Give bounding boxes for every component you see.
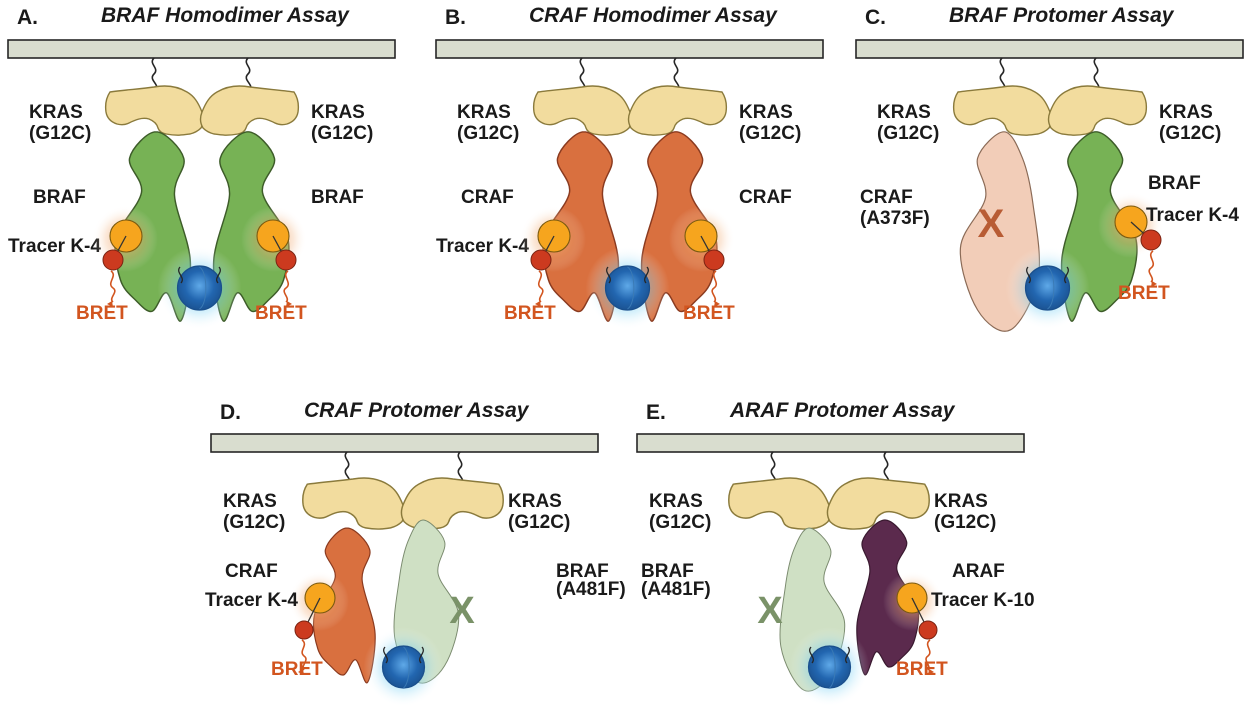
svg-text:(A373F): (A373F) (860, 208, 930, 229)
svg-text:ARAF: ARAF (952, 561, 1005, 582)
svg-text:(G12C): (G12C) (739, 123, 801, 144)
svg-text:(G12C): (G12C) (223, 512, 285, 533)
svg-text:X: X (449, 590, 475, 632)
svg-text:BRET: BRET (76, 303, 128, 324)
svg-text:BRAF Homodimer Assay: BRAF Homodimer Assay (101, 4, 350, 27)
svg-text:(A481F): (A481F) (641, 579, 711, 600)
svg-text:BRET: BRET (896, 659, 948, 680)
svg-text:(G12C): (G12C) (457, 123, 519, 144)
svg-text:(G12C): (G12C) (649, 512, 711, 533)
svg-text:X: X (978, 202, 1005, 246)
svg-text:CRAF: CRAF (860, 187, 913, 208)
svg-text:KRAS: KRAS (508, 491, 562, 512)
svg-text:CRAF Homodimer Assay: CRAF Homodimer Assay (529, 4, 778, 27)
svg-text:BRET: BRET (271, 659, 323, 680)
svg-text:BRAF: BRAF (311, 187, 364, 208)
svg-text:(G12C): (G12C) (311, 123, 373, 144)
svg-text:KRAS: KRAS (311, 102, 365, 123)
svg-text:BRAF: BRAF (33, 187, 86, 208)
svg-text:BRET: BRET (255, 303, 307, 324)
svg-text:B.: B. (445, 6, 466, 29)
svg-text:C.: C. (865, 6, 886, 29)
svg-text:KRAS: KRAS (457, 102, 511, 123)
svg-text:KRAS: KRAS (739, 102, 793, 123)
svg-text:Tracer K-4: Tracer K-4 (205, 590, 298, 611)
svg-text:BRET: BRET (683, 303, 735, 324)
svg-text:(G12C): (G12C) (1159, 123, 1221, 144)
svg-text:BRET: BRET (504, 303, 556, 324)
svg-text:BRAF Protomer Assay: BRAF Protomer Assay (949, 4, 1175, 27)
svg-text:CRAF Protomer Assay: CRAF Protomer Assay (304, 399, 530, 422)
svg-text:CRAF: CRAF (739, 187, 792, 208)
svg-text:KRAS: KRAS (1159, 102, 1213, 123)
svg-text:CRAF: CRAF (461, 187, 514, 208)
svg-text:ARAF Protomer Assay: ARAF Protomer Assay (729, 399, 956, 422)
svg-text:X: X (757, 590, 783, 632)
svg-text:KRAS: KRAS (649, 491, 703, 512)
svg-text:D.: D. (220, 401, 241, 424)
svg-text:(G12C): (G12C) (508, 512, 570, 533)
svg-text:BRET: BRET (1118, 283, 1170, 304)
svg-text:(G12C): (G12C) (877, 123, 939, 144)
svg-text:KRAS: KRAS (29, 102, 83, 123)
svg-text:KRAS: KRAS (877, 102, 931, 123)
svg-text:A.: A. (17, 6, 38, 29)
svg-text:Tracer K-4: Tracer K-4 (8, 236, 101, 257)
svg-text:CRAF: CRAF (225, 561, 278, 582)
svg-text:E.: E. (646, 401, 666, 424)
svg-text:(G12C): (G12C) (29, 123, 91, 144)
svg-text:Tracer K-4: Tracer K-4 (1146, 205, 1239, 226)
svg-text:(G12C): (G12C) (934, 512, 996, 533)
svg-text:(A481F): (A481F) (556, 579, 626, 600)
svg-text:KRAS: KRAS (934, 491, 988, 512)
svg-text:Tracer K-4: Tracer K-4 (436, 236, 529, 257)
svg-text:BRAF: BRAF (1148, 173, 1201, 194)
svg-text:KRAS: KRAS (223, 491, 277, 512)
svg-text:Tracer K-10: Tracer K-10 (931, 590, 1035, 611)
